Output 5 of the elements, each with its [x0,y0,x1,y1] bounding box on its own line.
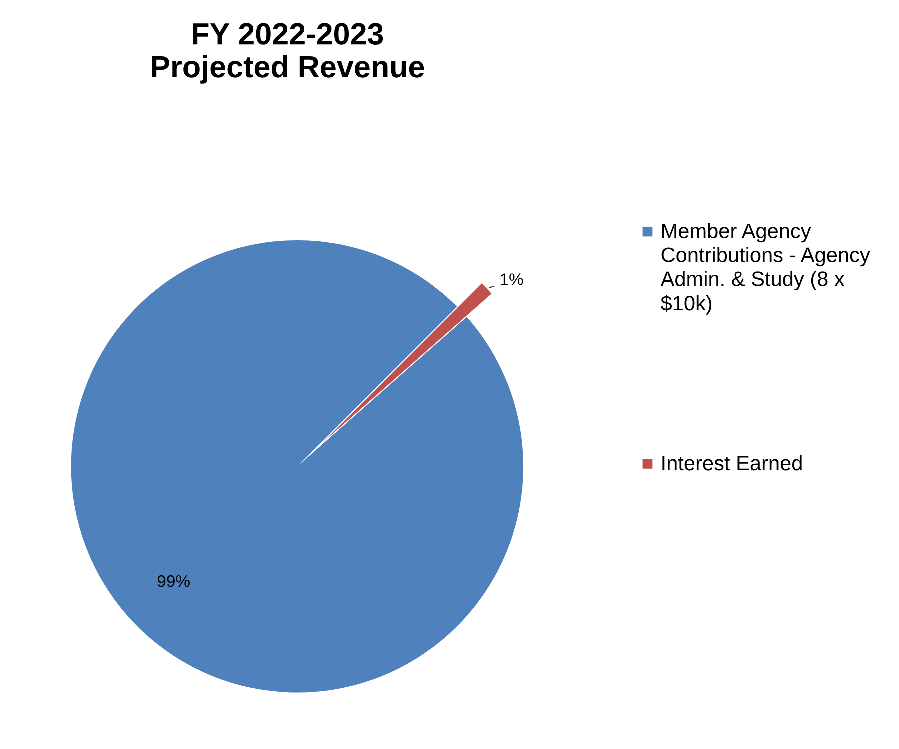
legend-label: Interest Earned [662,455,802,471]
legend-label: Member Agency Contributions - Agency Admin. & Study (8 x $10k) [660,223,870,315]
chart-title: FY 2022-2023 Projected Revenue [152,23,424,84]
data-label: 99% [158,575,190,588]
data-label: 1% [501,274,524,286]
